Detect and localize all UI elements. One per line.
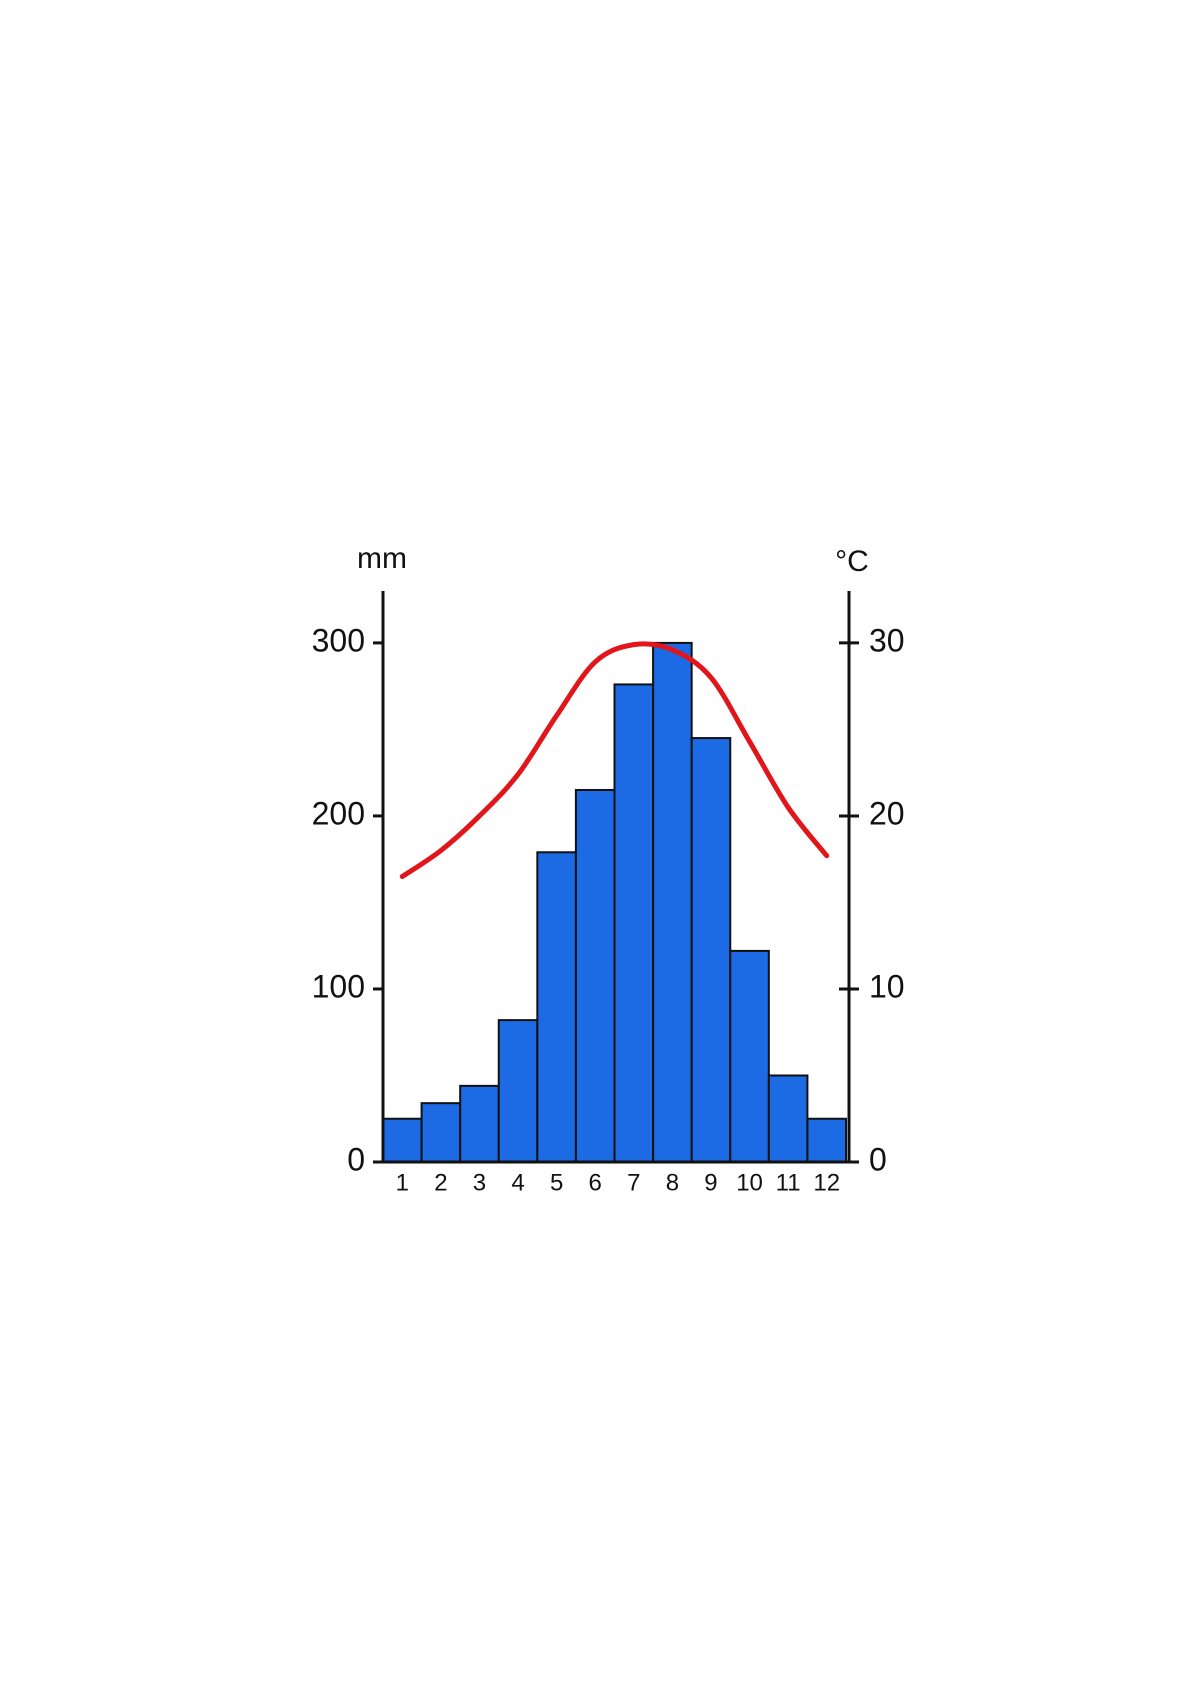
bar [497, 1019, 539, 1164]
bar [420, 1102, 462, 1163]
bar [690, 737, 732, 1163]
y2-tick-label: 10 [869, 968, 905, 1004]
bar [459, 1084, 500, 1164]
y2-tick-label: 30 [869, 622, 905, 658]
bar [729, 949, 770, 1163]
x-tick-label: 12 [813, 1169, 840, 1196]
x-tick-label: 11 [776, 1169, 801, 1196]
y-tick-label: 100 [312, 968, 365, 1004]
x-tick-label: 5 [550, 1169, 563, 1196]
bar [536, 851, 577, 1163]
bar [613, 683, 655, 1163]
bar [767, 1074, 809, 1164]
x-tick-label: 7 [627, 1169, 640, 1196]
x-tick-label: 3 [473, 1169, 486, 1196]
x-tick-label: 1 [396, 1169, 409, 1196]
x-tick-label: 4 [511, 1169, 524, 1196]
y-tick-label: 200 [312, 795, 365, 831]
y2-tick-label: 0 [869, 1141, 887, 1177]
bar [806, 1117, 848, 1164]
bar [382, 1117, 423, 1164]
bar [652, 641, 693, 1163]
x-tick-label: 9 [704, 1169, 717, 1196]
bar [574, 788, 616, 1163]
x-tick-label: 6 [589, 1169, 602, 1196]
y-tick-label: 0 [347, 1141, 365, 1177]
y-axis-label: mm [357, 542, 407, 575]
x-tick-label: 10 [736, 1169, 763, 1196]
y2-tick-label: 20 [869, 795, 905, 831]
y-tick-label: 300 [312, 622, 365, 658]
x-tick-label: 2 [434, 1169, 447, 1196]
x-tick-label: 8 [666, 1169, 679, 1196]
temperature-line [399, 641, 830, 879]
y2-axis-label: °C [835, 545, 869, 578]
